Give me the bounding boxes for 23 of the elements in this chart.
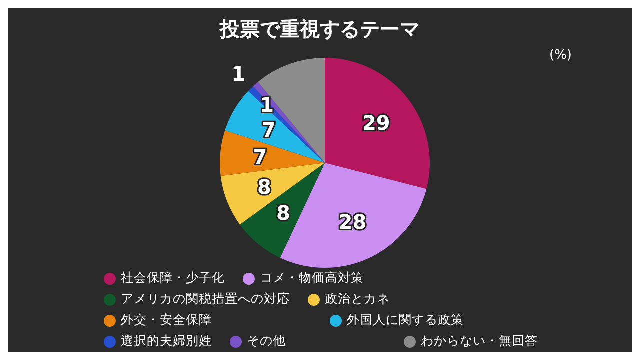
legend-label: 外国人に関する政策 — [347, 312, 464, 329]
text: (%) — [550, 48, 572, 63]
data-label: 8 — [258, 174, 272, 199]
chart-title: 投票で重視するテーマ — [218, 16, 421, 43]
pie-slice — [325, 58, 430, 190]
legend-label: アメリカの関税措置への対応 — [121, 291, 290, 308]
pie-slice — [240, 163, 325, 258]
legend-label: その他 — [247, 333, 286, 350]
data-label: 7 — [262, 118, 276, 142]
legend-label: 選択的夫婦別姓 — [121, 333, 212, 350]
data-label: 7 — [253, 144, 268, 169]
legend-label: コメ・物価高対策 — [260, 270, 364, 287]
legend-label: 外交・安全保障 — [121, 312, 212, 329]
legend-label: 社会保障・少子化 — [121, 270, 225, 287]
pie-slice — [220, 163, 325, 225]
legend-label: 政治とカネ — [325, 291, 390, 308]
data-label: 29 — [362, 111, 390, 136]
legend-label: わからない・無回答 — [421, 333, 538, 350]
data-label: 28 — [338, 210, 367, 234]
data-label: 1 — [232, 62, 246, 86]
pie-slice — [225, 91, 325, 163]
data-label: 1 — [260, 93, 274, 118]
data-label: 8 — [276, 201, 290, 226]
